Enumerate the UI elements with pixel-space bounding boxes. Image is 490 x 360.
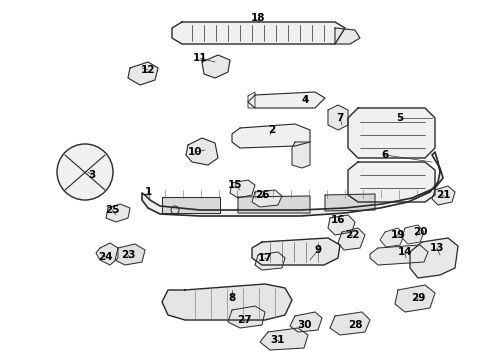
Text: 31: 31 xyxy=(271,335,285,345)
Text: 10: 10 xyxy=(188,147,202,157)
Text: 9: 9 xyxy=(315,245,321,255)
Text: 30: 30 xyxy=(298,320,312,330)
Text: 4: 4 xyxy=(301,95,309,105)
Polygon shape xyxy=(128,62,158,85)
Text: 25: 25 xyxy=(105,205,119,215)
Text: 24: 24 xyxy=(98,252,112,262)
Text: 8: 8 xyxy=(228,293,236,303)
Polygon shape xyxy=(432,186,455,205)
Text: 17: 17 xyxy=(258,253,272,263)
Polygon shape xyxy=(228,306,265,328)
Polygon shape xyxy=(186,138,218,165)
Polygon shape xyxy=(328,105,348,130)
Text: 19: 19 xyxy=(391,230,405,240)
Polygon shape xyxy=(380,228,404,247)
Text: 28: 28 xyxy=(348,320,362,330)
Text: 23: 23 xyxy=(121,250,135,260)
Polygon shape xyxy=(328,215,355,235)
Text: 20: 20 xyxy=(413,227,427,237)
Polygon shape xyxy=(348,162,435,202)
Text: 21: 21 xyxy=(436,190,450,200)
Polygon shape xyxy=(238,196,310,213)
Polygon shape xyxy=(325,194,375,211)
Polygon shape xyxy=(330,312,370,335)
Polygon shape xyxy=(96,243,118,265)
Polygon shape xyxy=(395,285,435,312)
Polygon shape xyxy=(402,225,424,244)
Text: 18: 18 xyxy=(251,13,265,23)
Text: 6: 6 xyxy=(381,150,389,160)
Polygon shape xyxy=(252,190,282,207)
Text: 13: 13 xyxy=(430,243,444,253)
Polygon shape xyxy=(232,124,310,148)
Polygon shape xyxy=(142,152,443,216)
Polygon shape xyxy=(290,312,322,332)
Polygon shape xyxy=(252,238,340,265)
Text: 16: 16 xyxy=(331,215,345,225)
Text: 27: 27 xyxy=(237,315,251,325)
Text: 12: 12 xyxy=(141,65,155,75)
Circle shape xyxy=(57,144,113,200)
Polygon shape xyxy=(370,245,428,265)
Polygon shape xyxy=(410,238,458,278)
Polygon shape xyxy=(230,180,255,198)
Text: 15: 15 xyxy=(228,180,242,190)
Text: 29: 29 xyxy=(411,293,425,303)
Text: 1: 1 xyxy=(145,187,151,197)
Polygon shape xyxy=(115,244,145,265)
Text: 2: 2 xyxy=(269,125,275,135)
Polygon shape xyxy=(335,28,360,44)
Polygon shape xyxy=(260,328,308,350)
Polygon shape xyxy=(172,22,345,44)
Text: 22: 22 xyxy=(345,230,359,240)
Text: 7: 7 xyxy=(336,113,343,123)
Polygon shape xyxy=(338,228,365,250)
Polygon shape xyxy=(162,284,292,320)
Polygon shape xyxy=(348,108,435,158)
Text: 3: 3 xyxy=(88,170,96,180)
Polygon shape xyxy=(162,197,220,213)
Text: 11: 11 xyxy=(193,53,207,63)
Polygon shape xyxy=(202,55,230,78)
Polygon shape xyxy=(292,142,310,168)
Text: 5: 5 xyxy=(396,113,404,123)
Text: 14: 14 xyxy=(398,247,412,257)
Polygon shape xyxy=(248,92,325,108)
Text: 26: 26 xyxy=(255,190,269,200)
Polygon shape xyxy=(106,204,130,222)
Polygon shape xyxy=(255,252,285,270)
